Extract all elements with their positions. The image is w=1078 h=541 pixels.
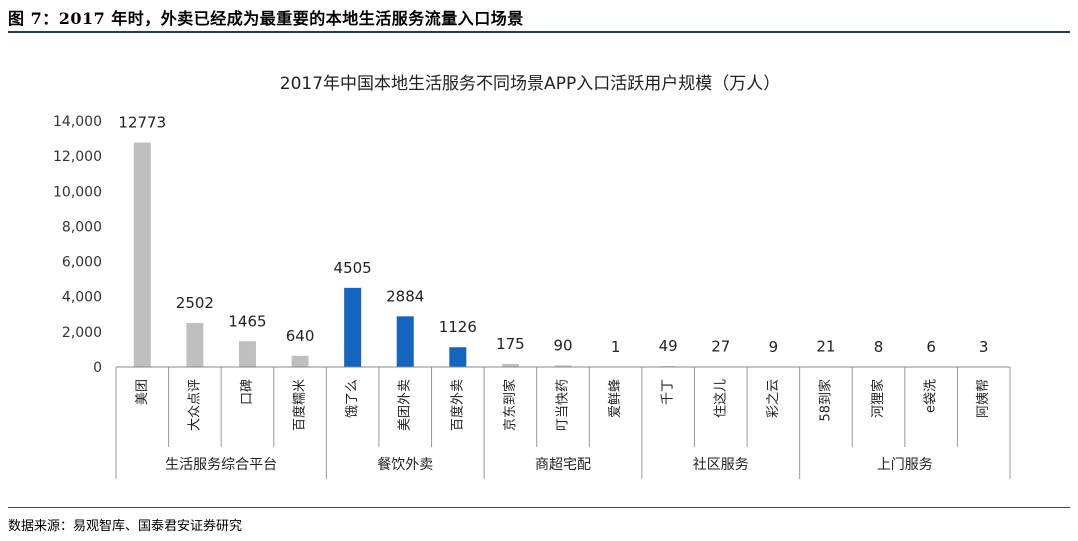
- y-axis: 0 2,000 4,000 6,000 8,000 10,000 12,000 14,000: [53, 114, 102, 376]
- y-tick-label: 4,000: [62, 290, 102, 306]
- category-groups: 生活服务综合平台 餐饮外卖 商超宅配 社区服务 上门服务: [115, 447, 1011, 479]
- category-label: 美团外卖: [398, 379, 413, 431]
- source-note: 数据来源：易观智库、国泰君安证券研究: [8, 519, 243, 534]
- data-label: 4505: [334, 259, 372, 277]
- bar: [396, 316, 414, 367]
- category-label: 京东到家: [502, 379, 518, 431]
- bar: [554, 365, 572, 367]
- category-label: 美团: [135, 379, 150, 405]
- category-label: 河狸家: [870, 379, 886, 418]
- y-tick-label: 12,000: [53, 149, 102, 165]
- data-label: 12773: [118, 114, 166, 132]
- bar: [291, 355, 309, 367]
- y-tick-label: 6,000: [62, 255, 102, 271]
- data-label: 9: [769, 338, 779, 356]
- data-label: 3: [979, 338, 989, 356]
- data-label: 6: [926, 338, 936, 356]
- group-label: 餐饮外卖: [377, 457, 433, 473]
- group-label: 商超宅配: [535, 457, 591, 473]
- data-label: 90: [553, 336, 572, 354]
- y-tick-label: 0: [93, 360, 102, 376]
- bar: [186, 323, 204, 367]
- y-tick-label: 14,000: [53, 114, 102, 130]
- bar: [238, 341, 256, 367]
- y-tick-label: 8,000: [62, 219, 102, 235]
- category-label: 爱鲜蜂: [608, 379, 623, 418]
- bar: [344, 287, 362, 367]
- bar-chart: 2017年中国本地生活服务不同场景APP入口活跃用户规模（万人） 0 2,000 4…: [53, 74, 1011, 479]
- x-axis: 美团 大众点评 口碑 百度糯米 饿了么 美团外卖 百度外卖 京东到家 叮当快药 爱鲜蜂 千丁 住这儿 彩…: [115, 366, 1011, 447]
- data-label: 49: [659, 337, 678, 355]
- group-label: 生活服务综合平台: [165, 457, 277, 473]
- category-label: 千丁: [661, 379, 676, 405]
- figure-title: 图 7：2017 年时，外卖已经成为最重要的本地生活服务流量入口场景: [8, 9, 524, 28]
- bar: [501, 363, 519, 367]
- category-label: 大众点评: [187, 379, 202, 431]
- data-label: 8: [874, 338, 884, 356]
- bar: [133, 142, 151, 367]
- category-label: 百度糯米: [292, 379, 308, 431]
- data-label: 1: [611, 338, 621, 356]
- data-label: 1126: [439, 318, 477, 336]
- category-label: 阿姨帮: [976, 379, 991, 418]
- category-label: 叮当快药: [556, 379, 571, 431]
- data-label: 21: [816, 338, 835, 356]
- category-label: 58到家: [817, 379, 833, 422]
- category-label: 住这儿: [712, 379, 728, 418]
- category-label: 口碑: [239, 379, 255, 405]
- group-label: 上门服务: [877, 457, 933, 473]
- category-label: 百度外卖: [449, 379, 465, 431]
- bars: [133, 142, 993, 367]
- y-tick-label: 2,000: [62, 325, 102, 341]
- data-label: 1465: [228, 312, 266, 330]
- data-label: 2502: [176, 294, 214, 312]
- category-label: 彩之云: [766, 379, 781, 418]
- footer-rule: [8, 507, 1070, 508]
- group-label: 社区服务: [693, 457, 749, 473]
- data-label: 640: [286, 327, 315, 345]
- bar: [449, 347, 467, 367]
- category-label: e袋洗: [924, 379, 939, 413]
- title-rule: [8, 31, 1070, 33]
- chart-title: 2017年中国本地生活服务不同场景APP入口活跃用户规模（万人）: [280, 74, 780, 94]
- category-label: 饿了么: [345, 379, 360, 418]
- data-labels: 12773 2502 1465 640 4505 2884 1126 175 90 1 49 27 9 2…: [118, 114, 988, 356]
- data-label: 27: [711, 338, 730, 356]
- y-tick-label: 10,000: [53, 184, 102, 200]
- data-label: 2884: [386, 287, 424, 305]
- data-label: 175: [496, 335, 525, 353]
